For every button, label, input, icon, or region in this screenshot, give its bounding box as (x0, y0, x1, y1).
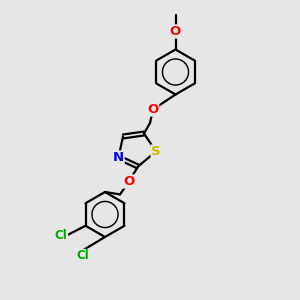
Text: Cl: Cl (76, 249, 89, 262)
Text: S: S (151, 145, 161, 158)
Text: O: O (123, 175, 135, 188)
Text: N: N (113, 151, 124, 164)
Text: O: O (147, 103, 159, 116)
Text: O: O (170, 25, 181, 38)
Text: Cl: Cl (55, 229, 68, 242)
